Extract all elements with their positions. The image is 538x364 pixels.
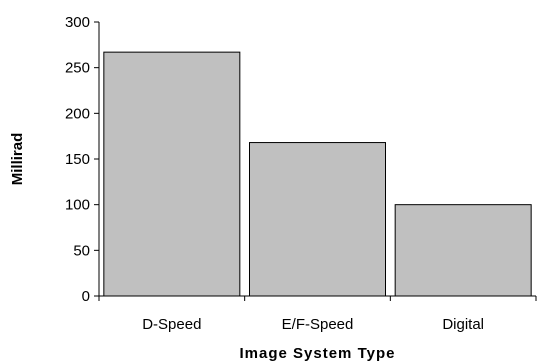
y-tick-label: 300: [65, 14, 90, 31]
y-tick-label: 250: [65, 60, 90, 77]
y-tick-label: 200: [65, 105, 90, 122]
y-tick-label: 0: [82, 288, 90, 305]
x-tick-label: D-Speed: [142, 316, 201, 333]
y-tick-label: 50: [73, 242, 90, 259]
y-axis-ticks: 0 50 100 150 200 250 300: [65, 14, 99, 305]
x-axis-ticks: D-Speed E/F-Speed Digital: [98, 296, 537, 333]
x-tick-label: Digital: [442, 316, 484, 333]
y-tick-label: 150: [65, 151, 90, 168]
bar-digital: [394, 204, 532, 297]
y-tick-label: 100: [65, 197, 90, 214]
y-axis-title: Millirad: [9, 133, 26, 186]
bar-e-f-speed: [249, 142, 386, 297]
bar-d-speed: [103, 51, 241, 297]
x-axis-title: Image System Type: [240, 345, 396, 362]
bars: [103, 51, 532, 297]
x-tick-label: E/F-Speed: [282, 316, 354, 333]
